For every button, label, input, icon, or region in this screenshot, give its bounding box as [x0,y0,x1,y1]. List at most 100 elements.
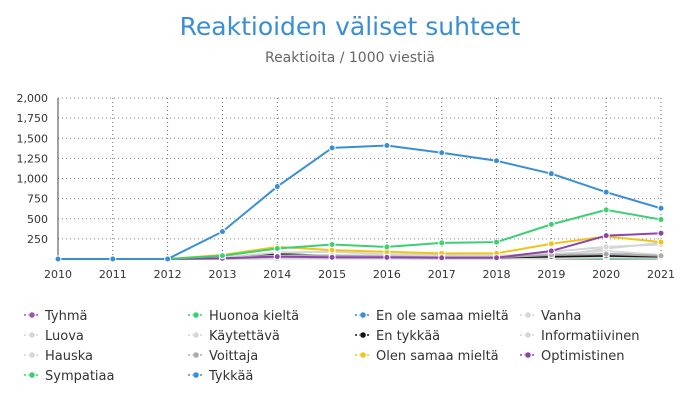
data-point [493,157,501,165]
legend-item: Voittaja [188,349,258,364]
data-point [657,252,665,260]
data-point [493,238,501,246]
legend-label: Luova [45,329,84,344]
data-point [383,141,391,149]
legend-swatch-marker [28,351,36,359]
legend-item: Huonoa kieltä [188,309,299,324]
legend-label: Käytettävä [209,329,280,344]
data-point [602,188,610,196]
x-tick-label: 2021 [647,268,675,281]
legend-swatch-marker [192,311,200,319]
data-point [547,220,555,228]
legend-item: Tykkää [188,369,253,384]
legend-swatch-marker [28,311,36,319]
data-point [438,254,446,262]
data-point [547,240,555,248]
data-point [383,243,391,251]
x-tick-label: 2010 [44,268,72,281]
legend-label: Tykkää [208,369,253,384]
legend-swatch-marker [28,331,36,339]
legend: Tyhmä Huonoa kieltä En ole samaa mieltä Van… [24,309,639,384]
x-tick-label: 2020 [592,268,620,281]
legend-label: En ole samaa mieltä [376,309,509,324]
legend-swatch-marker [359,331,367,339]
legend-label: Informatiivinen [541,329,639,344]
data-point [602,232,610,240]
x-tick-label: 2012 [154,268,182,281]
legend-label: Tyhmä [44,309,87,324]
legend-swatch-marker [192,371,200,379]
legend-item: Hauska [24,349,93,364]
y-tick-label: 1,250 [17,152,49,165]
legend-label: Sympatiaa [45,369,114,384]
y-tick-label: 750 [27,193,48,206]
data-point [657,238,665,246]
x-tick-label: 2017 [428,268,456,281]
legend-item: Käytettävä [188,329,280,344]
series-line [58,144,662,260]
data-point [273,183,281,191]
legend-label: Vanha [541,309,581,324]
data-point [218,228,226,236]
legend-item: Optimistinen [520,349,624,364]
data-point [493,254,501,262]
data-point [54,255,62,263]
data-point [547,170,555,178]
legend-label: En tykkää [376,329,440,344]
y-tick-label: 1,750 [17,112,49,125]
legend-label: Huonoa kieltä [209,309,299,324]
data-point [109,255,117,263]
legend-swatch-marker [524,311,532,319]
legend-label: Voittaja [209,349,258,364]
legend-swatch-marker [192,351,200,359]
data-point [328,246,336,254]
y-tick-label: 1,500 [17,132,49,145]
data-point [273,245,281,253]
data-point [657,204,665,212]
series [54,141,665,263]
legend-label: Hauska [45,349,93,364]
data-point [218,252,226,260]
data-point [657,229,665,237]
data-point [328,253,336,261]
legend-swatch-marker [524,331,532,339]
grid [58,97,662,259]
legend-swatch-marker [359,311,367,319]
y-tick-label: 250 [27,233,48,246]
legend-item: En tykkää [355,329,440,344]
data-point [602,250,610,258]
data-point [547,247,555,255]
x-tick-label: 2016 [373,268,401,281]
legend-swatch-marker [28,371,36,379]
data-point [273,253,281,261]
data-point [657,216,665,224]
chart-title: Reaktioiden väliset suhteet [179,12,521,41]
data-point [602,206,610,214]
legend-item: Sympatiaa [24,369,114,384]
legend-item: Luova [24,329,84,344]
legend-label: Optimistinen [541,349,624,364]
x-tick-label: 2014 [263,268,291,281]
y-tick-label: 500 [27,213,48,226]
legend-item: Tyhmä [24,309,87,324]
legend-item: Informatiivinen [520,329,639,344]
x-tick-label: 2015 [318,268,346,281]
x-tick-label: 2018 [483,268,511,281]
legend-item: Vanha [520,309,581,324]
data-point [328,144,336,152]
legend-swatch-marker [359,351,367,359]
legend-swatch-marker [524,351,532,359]
data-point [383,253,391,261]
x-tick-label: 2013 [208,268,236,281]
data-point [328,241,336,249]
data-point [164,255,172,263]
data-point [602,243,610,251]
y-tick-label: 2,000 [17,92,49,105]
legend-label: Olen samaa mieltä [376,349,499,364]
x-tick-label: 2019 [537,268,565,281]
y-tick-label: 1,000 [17,173,49,186]
chart-subtitle: Reaktioita / 1000 viestiä [264,50,436,66]
data-point [438,239,446,247]
